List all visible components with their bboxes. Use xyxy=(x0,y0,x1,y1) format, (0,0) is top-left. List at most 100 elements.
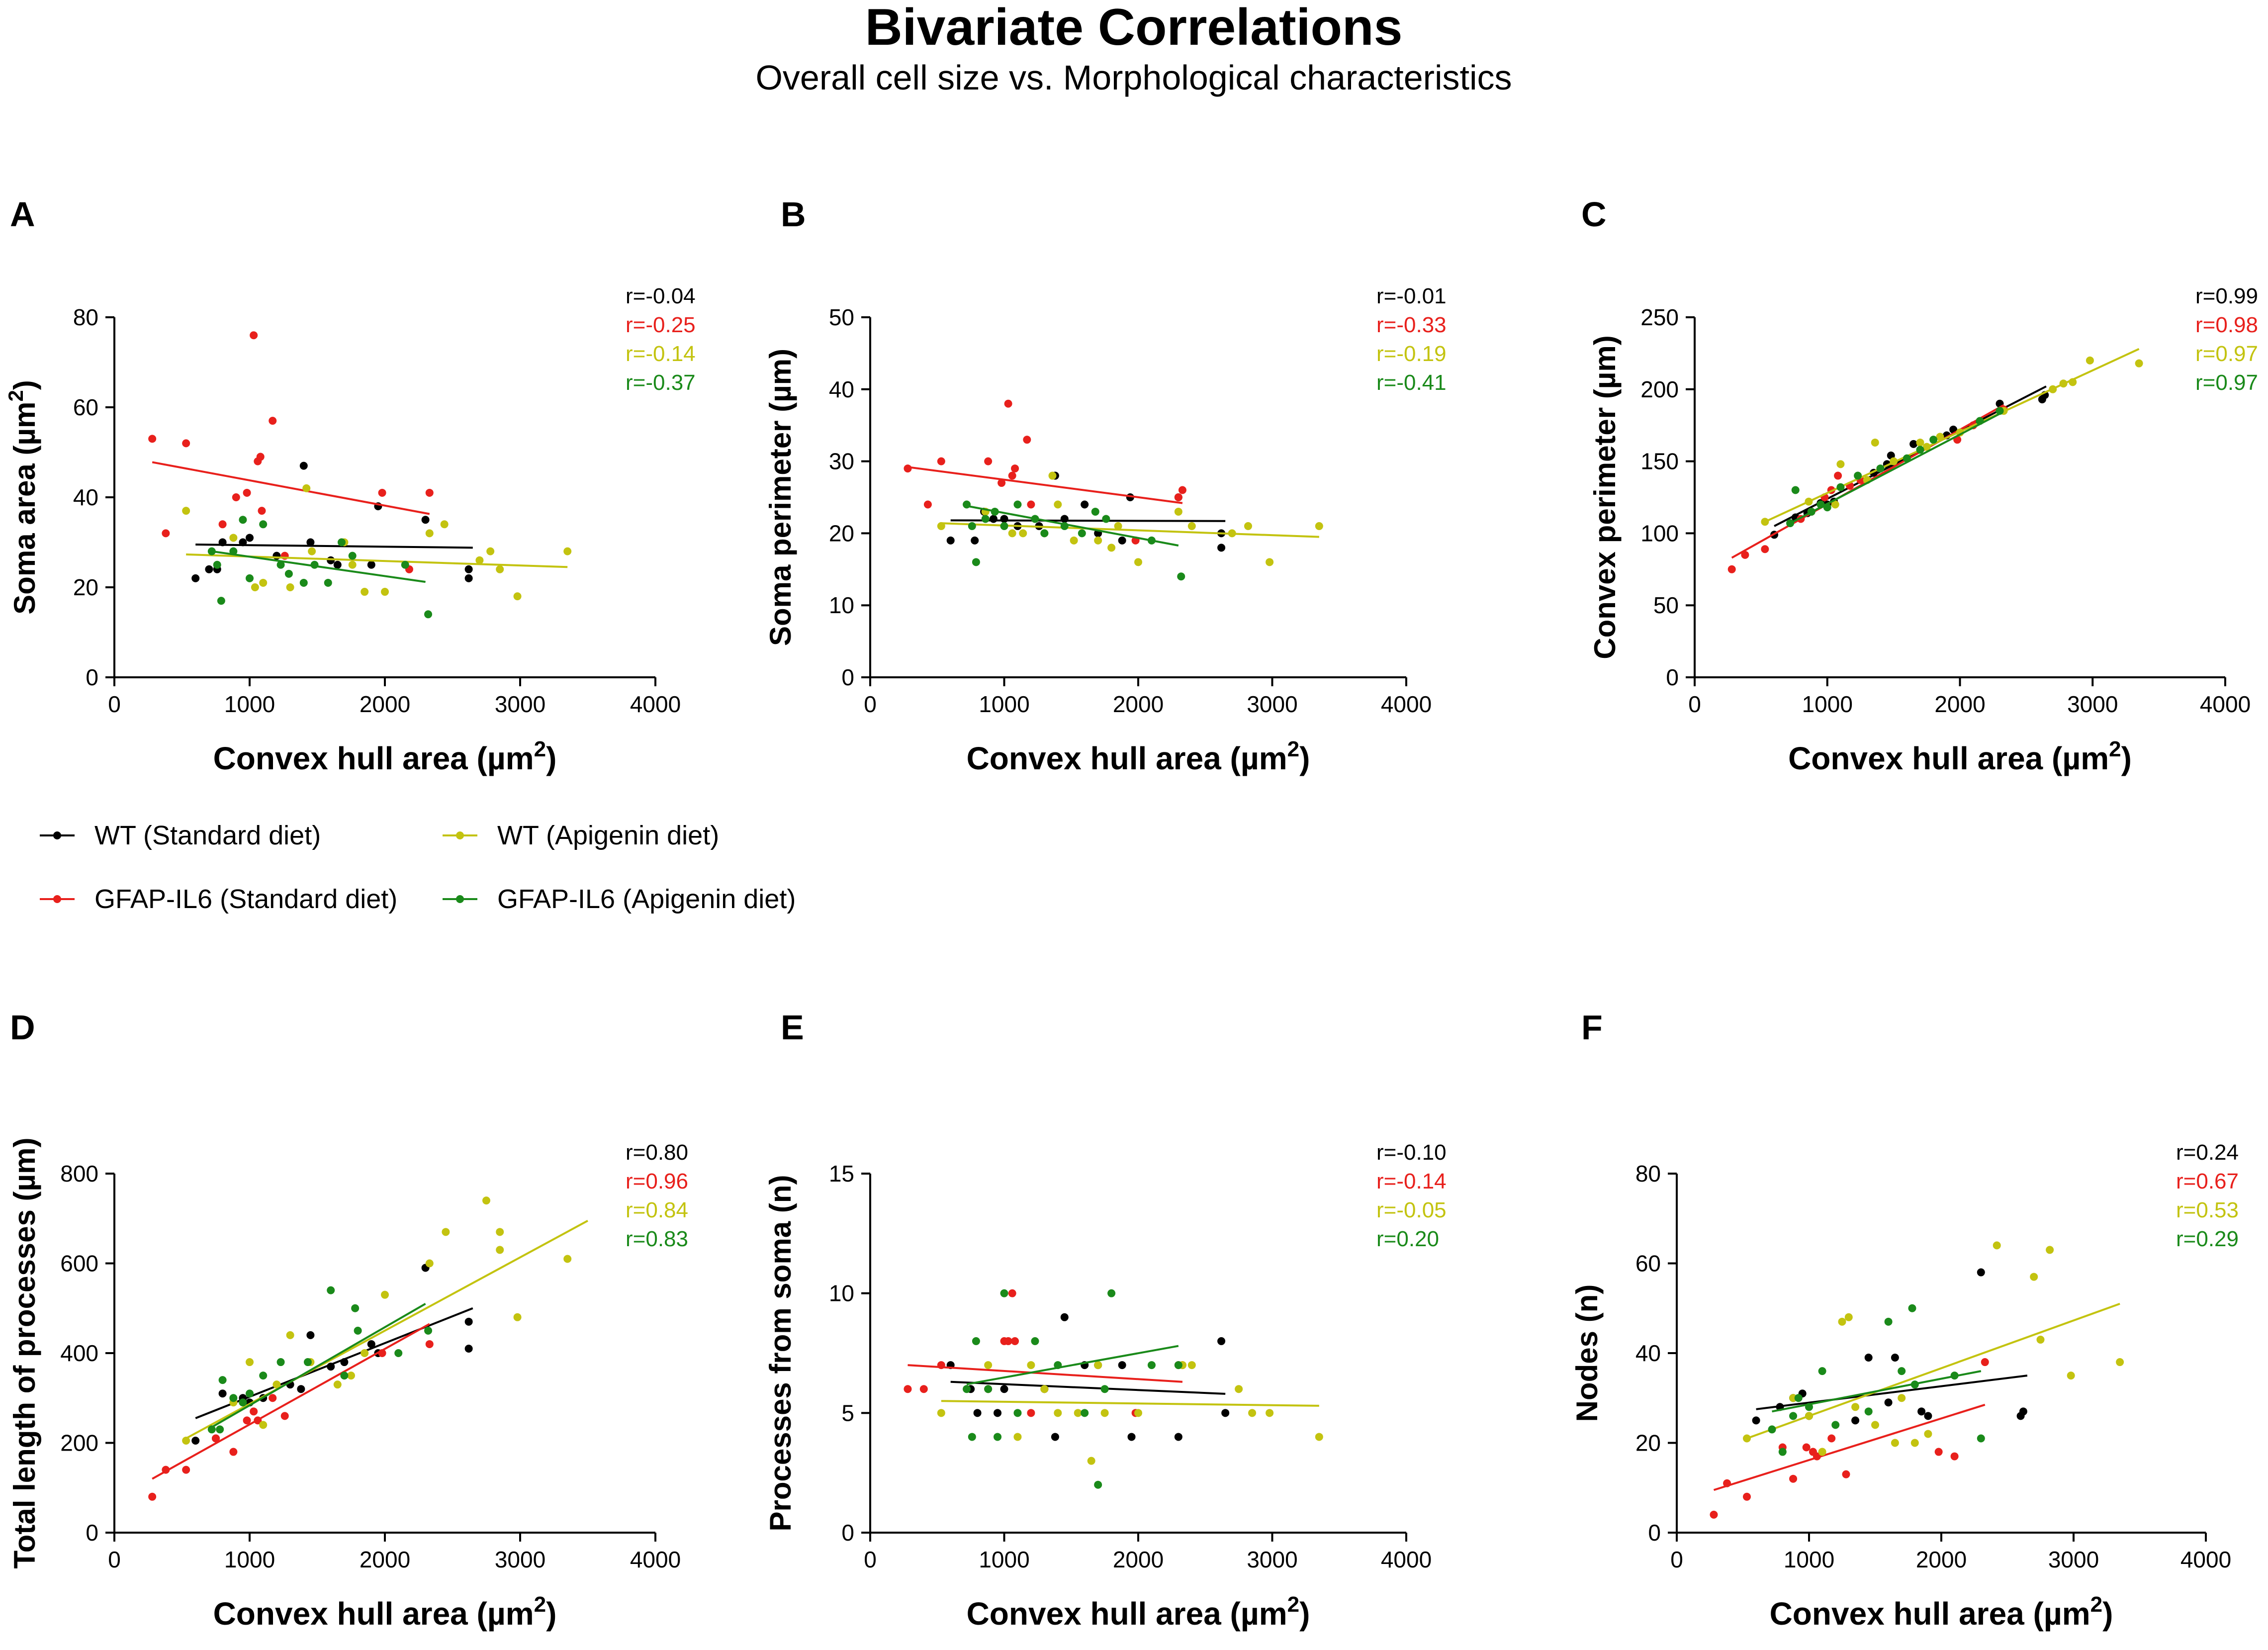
panel-letter: F xyxy=(1581,1008,1603,1047)
data-point xyxy=(972,1337,980,1345)
series-il6-apigenin xyxy=(207,1286,433,1434)
data-point xyxy=(1805,497,1813,506)
legend-marker xyxy=(53,895,61,903)
correlation-label: r=0.20 xyxy=(1376,1227,1439,1251)
data-point xyxy=(2069,378,2077,386)
data-point xyxy=(182,439,190,448)
data-point xyxy=(1174,493,1182,501)
x-axis-label-superscript: 2 xyxy=(1287,1592,1299,1617)
data-point xyxy=(1094,1480,1102,1489)
data-point xyxy=(1924,1412,1932,1420)
y-tick-label: 15 xyxy=(829,1161,854,1187)
data-point xyxy=(1827,1434,1836,1443)
x-tick-label: 4000 xyxy=(1381,1547,1432,1572)
data-point xyxy=(381,1290,389,1299)
data-point xyxy=(1996,407,2004,415)
data-point xyxy=(1805,1412,1813,1420)
data-point xyxy=(299,578,308,587)
data-point xyxy=(1854,471,1862,480)
data-point xyxy=(182,1436,190,1445)
data-point xyxy=(1228,529,1236,538)
regression-line xyxy=(950,1380,1226,1395)
regression-line xyxy=(1746,1302,2120,1440)
correlation-label: r=0.98 xyxy=(2195,313,2258,337)
y-tick-label: 200 xyxy=(60,1430,98,1456)
y-tick-label: 0 xyxy=(1666,664,1679,690)
data-point xyxy=(1031,515,1039,523)
data-point xyxy=(401,560,409,569)
data-point xyxy=(973,1409,982,1417)
data-point xyxy=(2036,1335,2045,1344)
correlation-label: r=0.67 xyxy=(2176,1169,2239,1193)
data-point xyxy=(1118,536,1126,545)
data-point xyxy=(1818,1367,1826,1375)
x-axis-label: Convex hull area (µm2) xyxy=(1788,737,2132,776)
x-tick-label: 4000 xyxy=(630,691,681,717)
x-tick-label: 4000 xyxy=(1381,691,1432,717)
data-point xyxy=(229,1394,238,1402)
data-point xyxy=(1315,1433,1323,1441)
data-point xyxy=(1013,500,1022,509)
x-axis-label-close: ) xyxy=(2102,1596,2113,1632)
x-axis-label-text: Convex hull area (µm xyxy=(967,740,1287,776)
data-point xyxy=(1981,1358,1989,1367)
data-point xyxy=(425,529,434,538)
legend-label: GFAP-IL6 (Standard diet) xyxy=(94,884,397,914)
legend-item-wt-apigenin: WT (Apigenin diet) xyxy=(443,821,719,850)
data-point xyxy=(246,1358,254,1367)
data-point xyxy=(1727,565,1736,573)
data-point xyxy=(1315,522,1323,530)
data-point xyxy=(1805,1403,1813,1411)
x-axis-label-close: ) xyxy=(546,740,556,776)
data-point xyxy=(259,1372,268,1380)
data-point xyxy=(1054,1361,1062,1370)
x-axis-label-superscript: 2 xyxy=(1287,737,1299,761)
data-point xyxy=(968,1433,976,1441)
data-point xyxy=(1836,460,1845,468)
data-point xyxy=(1950,1452,1959,1461)
series-il6-standard xyxy=(1727,404,2008,573)
data-point xyxy=(1789,1412,1798,1420)
data-point xyxy=(1178,486,1186,494)
regression-line xyxy=(941,522,1319,538)
regression-line xyxy=(152,1323,430,1480)
data-point xyxy=(1864,1407,1873,1416)
data-point xyxy=(1100,1409,1109,1417)
data-point xyxy=(1087,1457,1095,1465)
data-point xyxy=(1752,1416,1760,1425)
data-point xyxy=(276,560,285,569)
data-point xyxy=(1890,457,1898,465)
data-point xyxy=(1027,500,1035,509)
series-wt-apigenin xyxy=(182,1196,588,1445)
data-point xyxy=(1710,1510,1718,1519)
data-point xyxy=(239,1398,247,1407)
data-point xyxy=(303,1358,312,1367)
regression-line xyxy=(211,550,426,583)
data-point xyxy=(1903,454,1911,462)
data-point xyxy=(1134,558,1142,566)
data-point xyxy=(2135,359,2143,367)
x-axis-label-close: ) xyxy=(546,1596,556,1632)
correlation-label: r=0.97 xyxy=(2195,370,2258,395)
data-point xyxy=(1791,486,1800,494)
data-point xyxy=(1910,1380,1919,1389)
data-point xyxy=(963,1385,971,1393)
data-point xyxy=(425,1340,434,1348)
data-point xyxy=(1876,464,1885,473)
series-wt-apigenin xyxy=(937,1361,1323,1465)
data-point xyxy=(1922,443,1931,451)
x-tick-label: 1000 xyxy=(979,691,1029,717)
correlation-label: r=-0.04 xyxy=(626,284,696,308)
x-tick-label: 4000 xyxy=(630,1547,681,1572)
data-point xyxy=(1051,1433,1059,1441)
x-tick-label: 1000 xyxy=(224,691,275,717)
correlation-label: r=0.96 xyxy=(626,1169,688,1193)
data-point xyxy=(218,1376,227,1384)
data-point xyxy=(351,1304,360,1312)
y-tick-label: 250 xyxy=(1640,304,1679,330)
data-point xyxy=(259,578,268,587)
x-tick-label: 2000 xyxy=(1113,1547,1164,1572)
data-point xyxy=(937,522,945,530)
x-tick-label: 3000 xyxy=(1247,691,1297,717)
x-tick-label: 2000 xyxy=(1113,691,1164,717)
